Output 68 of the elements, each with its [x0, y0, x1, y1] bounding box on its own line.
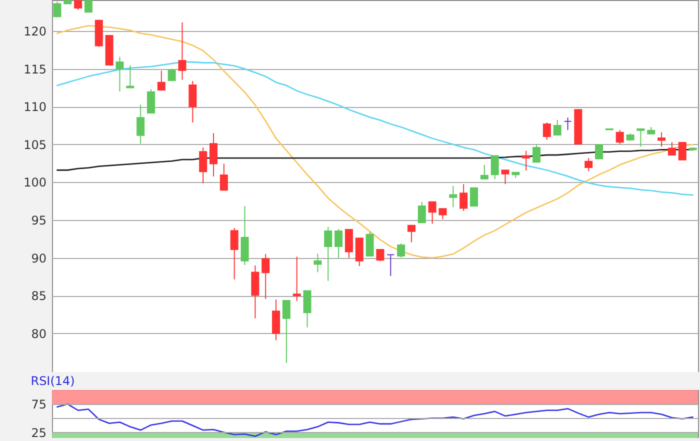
line-series	[56, 403, 694, 438]
candlestick	[292, 256, 301, 302]
candlestick	[126, 64, 134, 89]
candlestick	[303, 290, 312, 328]
y-tick-label: 75	[31, 398, 46, 412]
candlestick	[220, 163, 228, 191]
y-tick-label: 105	[24, 138, 46, 152]
y-tick-label: 85	[31, 289, 46, 304]
candlestick	[636, 128, 645, 148]
chart-title: RSI(14)	[30, 374, 75, 388]
candlestick	[230, 227, 238, 280]
candlestick	[532, 144, 540, 163]
y-tick-label: 80	[31, 326, 46, 341]
candlestick	[522, 150, 530, 171]
candlestick	[386, 254, 395, 276]
candlestick	[366, 231, 374, 256]
candlestick	[553, 119, 562, 136]
candlestick	[74, 0, 82, 10]
candlestick	[480, 164, 488, 180]
candlestick	[240, 206, 249, 266]
candlestick	[324, 226, 332, 282]
y-tick-label: 115	[24, 62, 46, 76]
candlestick	[449, 186, 458, 208]
candlestick	[344, 228, 353, 258]
candlestick	[53, 1, 62, 18]
line-series	[56, 25, 694, 259]
candlestick	[314, 253, 322, 273]
candlestick	[428, 201, 436, 224]
candlestick	[397, 242, 406, 258]
candlestick	[501, 170, 510, 185]
candlestick	[658, 132, 666, 148]
candlestick	[199, 146, 208, 184]
candlestick	[251, 264, 260, 319]
candlestick	[460, 184, 468, 212]
candlestick	[616, 130, 624, 145]
candlestick	[272, 298, 280, 341]
candlestick	[178, 22, 186, 80]
candlestick	[668, 142, 676, 156]
y-tick-label: 95	[31, 214, 46, 228]
candlestick	[282, 300, 290, 364]
candlestick	[84, 0, 92, 13]
y-tick-label: 90	[31, 251, 46, 266]
candlestick	[116, 56, 124, 92]
candlestick	[584, 158, 593, 172]
candlestick	[490, 155, 499, 180]
candlestick	[470, 187, 478, 207]
candlestick	[188, 80, 197, 123]
candlestick	[376, 249, 384, 262]
candlestick	[678, 142, 686, 160]
candlestick	[407, 224, 416, 243]
candlestick	[564, 117, 572, 131]
candlestick	[168, 68, 176, 82]
candlestick	[355, 238, 364, 267]
candlestick	[542, 122, 551, 140]
candlestick	[262, 254, 270, 300]
line-series	[56, 61, 694, 196]
candlestick	[418, 201, 426, 224]
y-tick-label: 25	[31, 426, 46, 440]
candlestick	[438, 208, 447, 220]
candlestick	[210, 132, 218, 178]
candlestick	[157, 70, 166, 90]
candlestick	[136, 104, 145, 144]
y-tick-label: 100	[24, 176, 46, 190]
candlestick	[595, 144, 604, 160]
y-tick-label: 120	[24, 24, 46, 38]
y-tick-label: 110	[24, 100, 46, 114]
candlestick	[146, 88, 155, 114]
candlestick	[334, 228, 343, 258]
